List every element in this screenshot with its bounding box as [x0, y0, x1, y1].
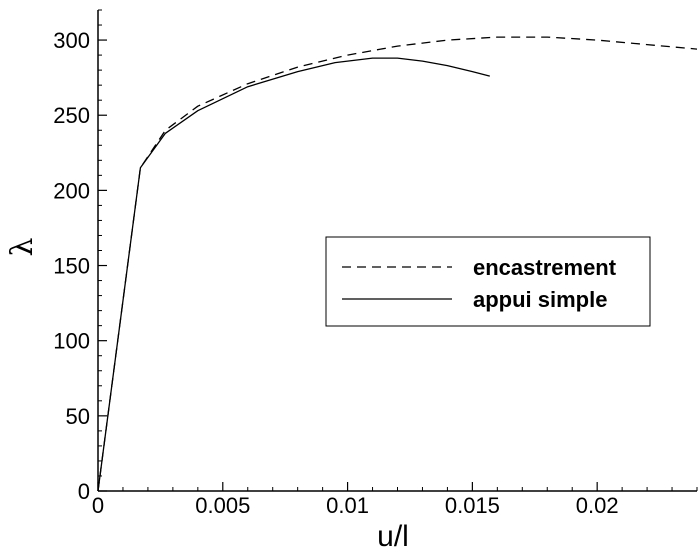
legend-label-encastrement: encastrement [473, 255, 617, 280]
series-line-appui-simple [97, 57, 490, 492]
series-line-encastrement [97, 36, 698, 492]
y-tick-label: 50 [66, 404, 90, 429]
y-tick-label: 200 [53, 178, 90, 203]
x-tick-label: 0.01 [326, 493, 369, 518]
y-tick-label: 100 [53, 329, 90, 354]
axes [97, 10, 697, 492]
legend-label-appui-simple: appui simple [473, 287, 607, 312]
series-lines [97, 36, 698, 492]
x-tick-labels: 0 0.005 0.01 0.015 0.02 [92, 493, 619, 518]
y-tick-label: 300 [53, 28, 90, 53]
y-axis-title: λ [5, 237, 40, 256]
y-tick-labels: 0 50 100 150 200 250 300 [53, 28, 90, 504]
x-tick-label: 0.015 [445, 493, 500, 518]
x-axis-title: u/l [377, 520, 409, 549]
legend-box [325, 236, 651, 327]
x-tick-label: 0.02 [576, 493, 619, 518]
y-tick-label: 250 [53, 103, 90, 128]
legend: encastrement appui simple [325, 236, 651, 327]
y-tick-label: 150 [53, 254, 90, 279]
y-tick-label: 0 [78, 479, 90, 504]
x-tick-label: 0.005 [195, 493, 250, 518]
x-tick-label: 0 [92, 493, 104, 518]
